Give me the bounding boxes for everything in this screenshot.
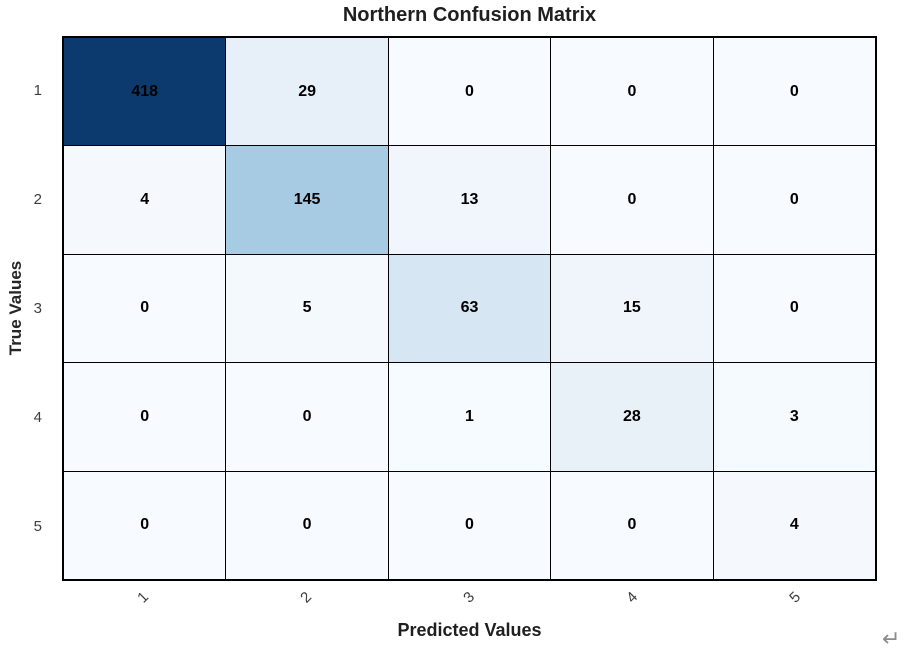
heatmap-cell: 4 [64, 146, 226, 254]
heatmap-cell: 0 [64, 471, 226, 579]
heatmap-cell: 0 [551, 146, 713, 254]
heatmap-cell: 0 [551, 471, 713, 579]
x-tick-label: 4 [623, 588, 642, 607]
y-tick-label: 4 [33, 409, 42, 426]
heatmap-cell: 0 [226, 363, 388, 471]
heatmap-cell: 3 [713, 363, 875, 471]
heatmap-cell: 0 [713, 146, 875, 254]
heatmap-cell: 15 [551, 254, 713, 363]
heatmap-cell: 418 [64, 38, 226, 146]
heatmap-cell: 1 [388, 363, 551, 471]
heatmap-cell: 0 [713, 38, 875, 146]
heatmap-cell: 63 [388, 254, 551, 363]
chart-title: Northern Confusion Matrix [342, 4, 597, 26]
heatmap-cell: 0 [64, 363, 226, 471]
y-tick-label: 3 [33, 300, 42, 317]
return-mark-icon: ↵ [882, 626, 901, 651]
heatmap-cell: 0 [388, 471, 551, 579]
x-tick-label: 1 [134, 588, 153, 607]
x-tick-label: 5 [786, 588, 805, 607]
x-tick-label: 3 [460, 588, 479, 607]
y-tick-label: 1 [33, 82, 42, 99]
x-axis-label: Predicted Values [397, 620, 542, 640]
y-tick-label: 5 [33, 518, 42, 535]
heatmap-cell: 0 [388, 38, 551, 146]
heatmap-cell: 0 [713, 254, 875, 363]
heatmap-cell: 5 [226, 254, 388, 363]
y-axis-ticks: 1 2 3 4 5 [0, 36, 54, 581]
x-tick-label: 2 [297, 588, 316, 607]
heatmap-cell: 13 [388, 146, 551, 254]
heatmap-cell: 4 [713, 471, 875, 579]
heatmap-cell: 0 [551, 38, 713, 146]
heatmap-cell: 28 [551, 363, 713, 471]
x-axis-ticks: 1 2 3 4 5 [62, 583, 877, 617]
heatmap-cell: 145 [226, 146, 388, 254]
heatmap-cell: 29 [226, 38, 388, 146]
heatmap-cell: 0 [226, 471, 388, 579]
heatmap-cell: 0 [64, 254, 226, 363]
heatmap-grid: 418 29 0 0 0 4 145 13 0 0 0 5 63 15 0 0 0 1 28 3 0 0 0 0 4 [62, 36, 877, 581]
y-tick-label: 2 [33, 191, 42, 208]
